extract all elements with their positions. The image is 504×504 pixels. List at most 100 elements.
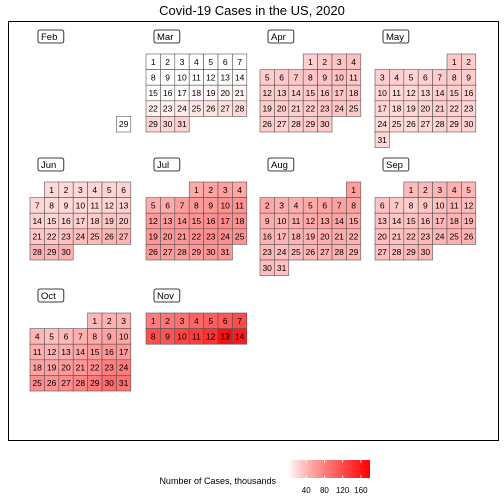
- day-number: 28: [177, 247, 187, 257]
- day-cell: 28: [72, 375, 88, 392]
- day-cell: 20: [374, 228, 390, 245]
- day-number: 28: [32, 247, 42, 257]
- day-number: 30: [61, 247, 71, 257]
- day-cell: 10: [217, 197, 233, 214]
- day-cell: 22: [302, 100, 318, 117]
- day-number: 24: [177, 104, 187, 114]
- day-cell: 28: [174, 244, 190, 261]
- day-cell: 7: [232, 312, 248, 329]
- day-number: 6: [380, 200, 385, 210]
- day-number: 22: [47, 232, 57, 242]
- month-label-box: [37, 29, 65, 44]
- day-cell: 9: [203, 197, 219, 214]
- day-number: 24: [377, 119, 387, 129]
- day-number: 7: [237, 316, 242, 326]
- day-number: 26: [104, 232, 114, 242]
- day-number: 30: [464, 119, 474, 129]
- day-cell: 30: [101, 375, 117, 392]
- day-cell: 9: [58, 197, 74, 214]
- day-number: 11: [192, 72, 201, 82]
- day-cell: 9: [461, 69, 477, 86]
- day-number: 9: [265, 216, 270, 226]
- day-cell: 19: [403, 100, 419, 117]
- day-number: 2: [64, 185, 69, 195]
- day-cell: 6: [116, 181, 132, 198]
- day-number: 21: [32, 232, 42, 242]
- day-number: 30: [104, 378, 114, 388]
- day-number: 7: [78, 331, 83, 341]
- day-cell-rect: [274, 259, 290, 276]
- day-cell: 13: [160, 212, 176, 230]
- day-cell: 16: [101, 343, 117, 361]
- day-number: 2: [322, 57, 327, 67]
- day-number: 9: [466, 72, 471, 82]
- day-number: 4: [194, 57, 199, 67]
- day-number: 12: [206, 72, 216, 82]
- day-cell: 10: [174, 328, 190, 345]
- day-number: 2: [466, 57, 471, 67]
- month-label: Nov: [153, 288, 181, 303]
- day-number: 5: [107, 185, 112, 195]
- day-number: 3: [337, 57, 342, 67]
- month-label: Feb: [37, 29, 65, 44]
- day-cell: 21: [432, 100, 448, 117]
- day-cell: 22: [346, 228, 362, 245]
- day-cell: 27: [160, 244, 176, 261]
- day-cell: 11: [288, 212, 304, 230]
- day-number: 2: [107, 316, 112, 326]
- day-number: 25: [235, 232, 245, 242]
- day-number: 18: [90, 216, 100, 226]
- day-number: 21: [392, 232, 402, 242]
- day-cell: 6: [374, 197, 390, 214]
- day-number: 19: [464, 216, 474, 226]
- day-cell: 6: [217, 312, 233, 329]
- day-number: 23: [464, 104, 474, 114]
- day-cell: 29: [302, 116, 318, 133]
- day-cell: 11: [389, 84, 405, 102]
- month-label-box: [267, 157, 295, 172]
- day-cell: 6: [58, 328, 74, 345]
- day-cell: 12: [145, 212, 161, 230]
- day-cell: 11: [188, 69, 204, 86]
- day-cell: 30: [58, 244, 74, 261]
- day-number: 23: [320, 104, 330, 114]
- day-cell: 6: [417, 69, 433, 86]
- day-number: 15: [47, 216, 57, 226]
- day-cell: 8: [446, 69, 462, 86]
- day-number: 11: [90, 200, 99, 210]
- day-number: 15: [90, 347, 100, 357]
- day-cell: 4: [188, 312, 204, 329]
- day-number: 19: [406, 104, 416, 114]
- day-number: 26: [262, 119, 272, 129]
- day-number: 10: [177, 72, 187, 82]
- day-cell: 27: [116, 228, 132, 245]
- day-number: 23: [206, 232, 216, 242]
- day-number: 19: [262, 104, 272, 114]
- day-number: 15: [192, 216, 202, 226]
- day-cell: 8: [87, 328, 103, 345]
- day-number: 5: [151, 200, 156, 210]
- day-number: 11: [235, 200, 244, 210]
- day-cell: 2: [317, 53, 333, 70]
- day-cell: 11: [346, 69, 362, 86]
- day-cell: 23: [58, 228, 74, 245]
- day-cell: 21: [232, 84, 248, 102]
- day-number: 27: [220, 104, 230, 114]
- day-cell: 5: [461, 181, 477, 198]
- day-number: 18: [392, 104, 402, 114]
- day-number: 12: [262, 88, 272, 98]
- day-cell: 17: [331, 84, 347, 102]
- day-number: 2: [265, 200, 270, 210]
- day-number: 29: [306, 119, 316, 129]
- day-number: 21: [291, 104, 301, 114]
- day-cell: 31: [217, 244, 233, 261]
- day-cell: 13: [417, 84, 433, 102]
- day-cell: 23: [461, 100, 477, 117]
- day-cell: 2: [203, 181, 219, 198]
- day-cell: 24: [374, 116, 390, 133]
- day-number: 8: [49, 200, 54, 210]
- day-number: 5: [409, 72, 414, 82]
- day-cell: 18: [87, 212, 103, 230]
- day-number: 17: [119, 347, 129, 357]
- day-cell: 13: [116, 197, 132, 214]
